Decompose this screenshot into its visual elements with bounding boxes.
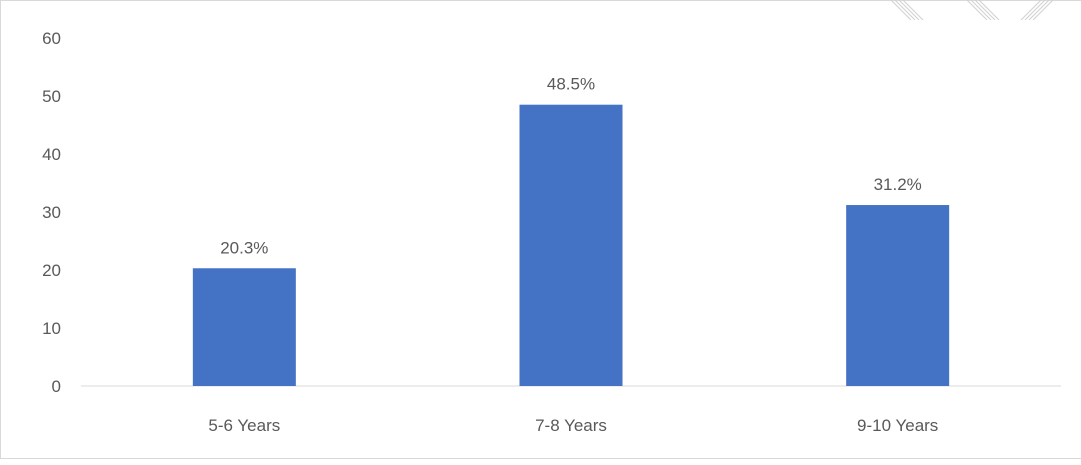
x-tick-label: 7-8 Years [535, 416, 607, 435]
y-tick-label: 20 [42, 261, 61, 280]
bar-data-label: 31.2% [874, 175, 922, 194]
y-tick-label: 10 [42, 319, 61, 338]
y-tick-label: 30 [42, 203, 61, 222]
bar-data-label: 48.5% [547, 75, 595, 94]
bar [192, 268, 296, 386]
x-axis-tick-labels: 5-6 Years 7-8 Years 9-10 Years [208, 416, 938, 435]
bar [846, 205, 950, 386]
bar [519, 104, 623, 386]
watermark-decoration [881, 0, 1081, 20]
bar-series [192, 104, 950, 386]
y-tick-label: 40 [42, 145, 61, 164]
y-tick-label: 60 [42, 29, 61, 48]
data-labels: 20.3% 48.5% 31.2% [220, 75, 922, 258]
y-tick-label: 50 [42, 87, 61, 106]
y-axis-tick-labels: 0 10 20 30 40 50 60 [42, 29, 61, 396]
x-tick-label: 9-10 Years [857, 416, 938, 435]
bar-data-label: 20.3% [220, 238, 268, 257]
x-tick-label: 5-6 Years [208, 416, 280, 435]
y-tick-label: 0 [52, 377, 61, 396]
